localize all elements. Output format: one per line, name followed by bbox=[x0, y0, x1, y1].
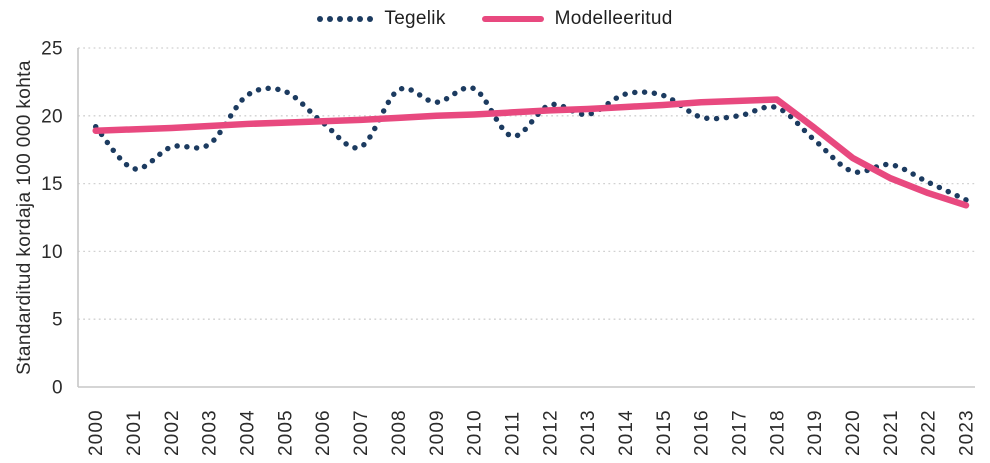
y-tick-label: 25 bbox=[41, 39, 63, 60]
x-tick-label: 2015 bbox=[654, 409, 675, 456]
x-tick-label: 2005 bbox=[275, 409, 296, 456]
y-tick-label: 5 bbox=[52, 310, 63, 331]
y-axis-title: Standarditud kordaja 100 000 kohta bbox=[14, 60, 35, 375]
dotted-line-swatch-icon bbox=[317, 16, 374, 22]
x-tick-label: 2001 bbox=[124, 409, 145, 456]
x-tick-label: 2007 bbox=[351, 409, 372, 456]
y-tick-label: 20 bbox=[41, 106, 63, 127]
x-tick-label: 2013 bbox=[578, 409, 599, 456]
x-tick-label: 2019 bbox=[805, 409, 826, 456]
x-tick-label: 2012 bbox=[540, 409, 561, 456]
x-tick-label: 2010 bbox=[465, 409, 486, 456]
x-tick-label: 2022 bbox=[919, 409, 940, 456]
series-tegelik-line bbox=[93, 84, 969, 203]
legend-item-modelleeritud[interactable]: Modelleeritud bbox=[481, 8, 673, 30]
y-tick-label: 10 bbox=[41, 242, 63, 263]
x-tick-label: 2018 bbox=[767, 409, 788, 456]
x-tick-label: 2011 bbox=[502, 411, 523, 456]
x-tick-label: 2008 bbox=[389, 409, 410, 456]
x-tick-label: 2003 bbox=[200, 409, 221, 456]
x-tick-label: 2016 bbox=[692, 409, 713, 456]
x-tick-label: 2006 bbox=[313, 409, 334, 456]
y-tick-label: 15 bbox=[41, 174, 63, 195]
x-tick-label: 2023 bbox=[957, 409, 978, 456]
x-tick-label: 2014 bbox=[616, 409, 637, 456]
legend: Tegelik Modelleeritud bbox=[0, 5, 990, 33]
x-tick-label: 2000 bbox=[86, 409, 107, 456]
legend-label-modelleeritud: Modelleeritud bbox=[554, 8, 673, 29]
legend-label-tegelik: Tegelik bbox=[384, 8, 446, 29]
series-modelleeritud-line bbox=[92, 96, 970, 209]
legend-item-tegelik[interactable]: Tegelik bbox=[317, 8, 445, 30]
y-tick-label: 0 bbox=[52, 378, 63, 399]
x-tick-label: 2002 bbox=[162, 409, 183, 456]
x-tick-label: 2009 bbox=[427, 409, 448, 456]
x-tick-label: 2021 bbox=[881, 409, 902, 456]
x-tick-label: 2020 bbox=[843, 409, 864, 456]
solid-line-swatch-icon bbox=[481, 16, 544, 22]
x-tick-label: 2017 bbox=[729, 409, 750, 456]
x-tick-label: 2004 bbox=[238, 409, 259, 456]
